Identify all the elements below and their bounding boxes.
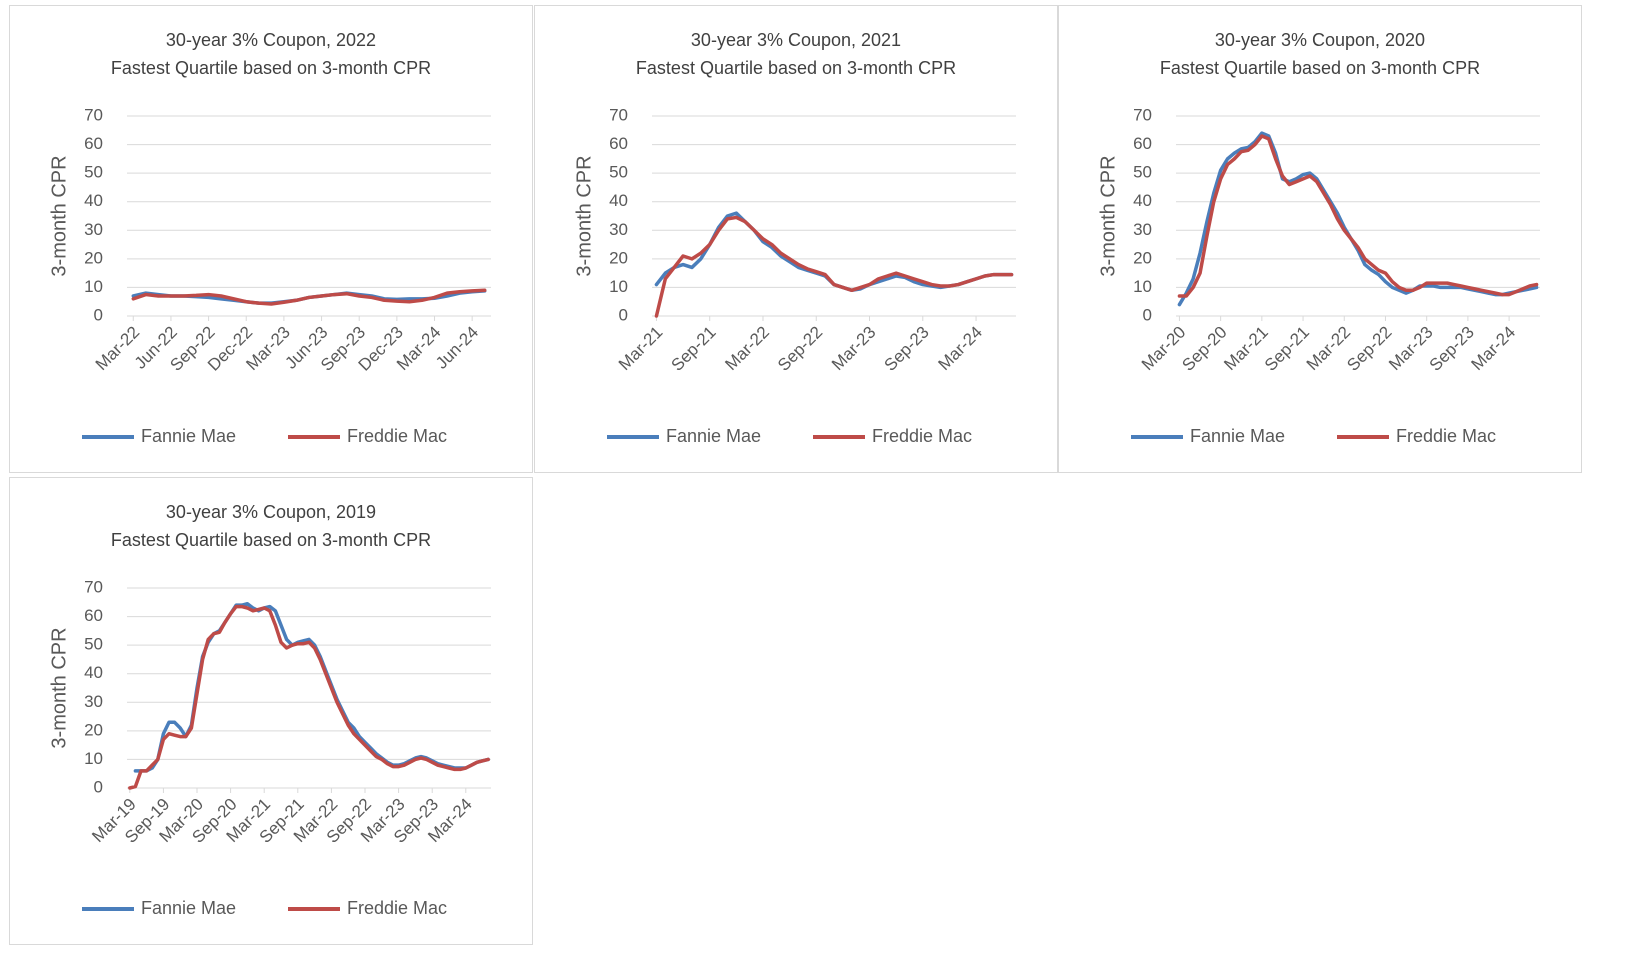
y-axis-label: 3-month CPR xyxy=(48,627,70,748)
y-tick-label: 20 xyxy=(84,248,103,267)
y-tick-label: 70 xyxy=(84,577,103,596)
y-tick-label: 60 xyxy=(84,606,103,625)
chart: 30-year 3% Coupon, 2021 Fastest Quartile … xyxy=(573,30,1016,446)
y-tick-label: 20 xyxy=(1133,248,1152,267)
x-tick-label: Sep-20 xyxy=(1178,323,1230,375)
x-tick-label: Mar-22 xyxy=(92,323,144,375)
chart-subtitle: Fastest Quartile based on 3-month CPR xyxy=(111,530,431,550)
x-tick-label: Mar-22 xyxy=(1303,323,1355,375)
y-tick-label: 70 xyxy=(84,105,103,124)
series-line xyxy=(1177,134,1539,298)
y-tick-label: 60 xyxy=(609,134,628,153)
y-axis-label: 3-month CPR xyxy=(48,155,70,276)
chart-title: 30-year 3% Coupon, 2019 xyxy=(166,502,376,522)
legend-label: Fannie Mae xyxy=(1190,426,1285,446)
chart: 30-year 3% Coupon, 2020 Fastest Quartile … xyxy=(1097,30,1540,446)
legend-label: Freddie Mac xyxy=(872,426,972,446)
y-tick-label: 50 xyxy=(1133,163,1152,182)
x-tick-label: Mar-22 xyxy=(721,323,773,375)
y-tick-label: 40 xyxy=(609,191,628,210)
y-tick-label: 70 xyxy=(1133,105,1152,124)
chart-title: 30-year 3% Coupon, 2021 xyxy=(691,30,901,50)
x-tick-label: Sep-21 xyxy=(1261,323,1313,375)
y-tick-label: 10 xyxy=(609,277,628,296)
y-tick-label: 10 xyxy=(84,749,103,768)
series-line xyxy=(654,215,1014,318)
x-tick-label: Mar-21 xyxy=(615,323,667,375)
y-tick-label: 30 xyxy=(84,692,103,711)
x-tick-label: Sep-22 xyxy=(774,323,826,375)
legend-label: Freddie Mac xyxy=(347,898,447,918)
x-tick-label: Mar-21 xyxy=(1220,323,1272,375)
x-tick-label: Sep-23 xyxy=(1426,323,1478,375)
legend-label: Fannie Mae xyxy=(141,426,236,446)
chart-panel: 30-year 3% Coupon, 2019 Fastest Quartile … xyxy=(9,477,533,945)
y-tick-label: 0 xyxy=(94,777,103,796)
y-tick-label: 0 xyxy=(1143,305,1152,324)
x-tick-label: Sep-21 xyxy=(668,323,720,375)
y-tick-label: 50 xyxy=(84,635,103,654)
y-tick-label: 40 xyxy=(1133,191,1152,210)
y-tick-label: 50 xyxy=(84,163,103,182)
legend-label: Freddie Mac xyxy=(347,426,447,446)
x-tick-label: Mar-24 xyxy=(935,323,987,375)
y-tick-label: 40 xyxy=(84,663,103,682)
chart-subtitle: Fastest Quartile based on 3-month CPR xyxy=(1160,58,1480,78)
y-tick-label: 70 xyxy=(609,105,628,124)
y-tick-label: 60 xyxy=(84,134,103,153)
y-tick-label: 50 xyxy=(609,163,628,182)
y-tick-label: 10 xyxy=(1133,277,1152,296)
chart: 30-year 3% Coupon, 2022 Fastest Quartile … xyxy=(48,30,491,446)
chart-panel: 30-year 3% Coupon, 2022 Fastest Quartile … xyxy=(9,5,533,473)
chart-panel: 30-year 3% Coupon, 2020 Fastest Quartile … xyxy=(1058,5,1582,473)
chart: 30-year 3% Coupon, 2019 Fastest Quartile … xyxy=(48,502,491,918)
y-tick-label: 0 xyxy=(619,305,628,324)
x-tick-label: Mar-24 xyxy=(1468,323,1520,375)
chart-title: 30-year 3% Coupon, 2020 xyxy=(1215,30,1425,50)
series-line xyxy=(654,211,1014,293)
y-axis-label: 3-month CPR xyxy=(573,155,595,276)
series-line xyxy=(128,604,490,790)
y-tick-label: 10 xyxy=(84,277,103,296)
series-line xyxy=(131,288,487,306)
x-tick-label: Sep-23 xyxy=(881,323,933,375)
chart-panel: 30-year 3% Coupon, 2021 Fastest Quartile … xyxy=(534,5,1058,473)
y-tick-label: 40 xyxy=(84,191,103,210)
y-tick-label: 20 xyxy=(609,248,628,267)
x-tick-label: Mar-23 xyxy=(1385,323,1437,375)
x-tick-label: Mar-20 xyxy=(1138,323,1190,375)
legend-label: Freddie Mac xyxy=(1396,426,1496,446)
y-tick-label: 30 xyxy=(84,220,103,239)
x-tick-label: Mar-23 xyxy=(828,323,880,375)
y-tick-label: 20 xyxy=(84,720,103,739)
legend-label: Fannie Mae xyxy=(666,426,761,446)
x-tick-label: Jun-24 xyxy=(432,323,482,373)
y-axis-label: 3-month CPR xyxy=(1097,155,1119,276)
chart-title: 30-year 3% Coupon, 2022 xyxy=(166,30,376,50)
chart-subtitle: Fastest Quartile based on 3-month CPR xyxy=(636,58,956,78)
y-tick-label: 30 xyxy=(609,220,628,239)
y-tick-label: 30 xyxy=(1133,220,1152,239)
y-tick-label: 0 xyxy=(94,305,103,324)
chart-subtitle: Fastest Quartile based on 3-month CPR xyxy=(111,58,431,78)
series-line xyxy=(133,601,490,773)
y-tick-label: 60 xyxy=(1133,134,1152,153)
legend-label: Fannie Mae xyxy=(141,898,236,918)
x-tick-label: Sep-22 xyxy=(1343,323,1395,375)
